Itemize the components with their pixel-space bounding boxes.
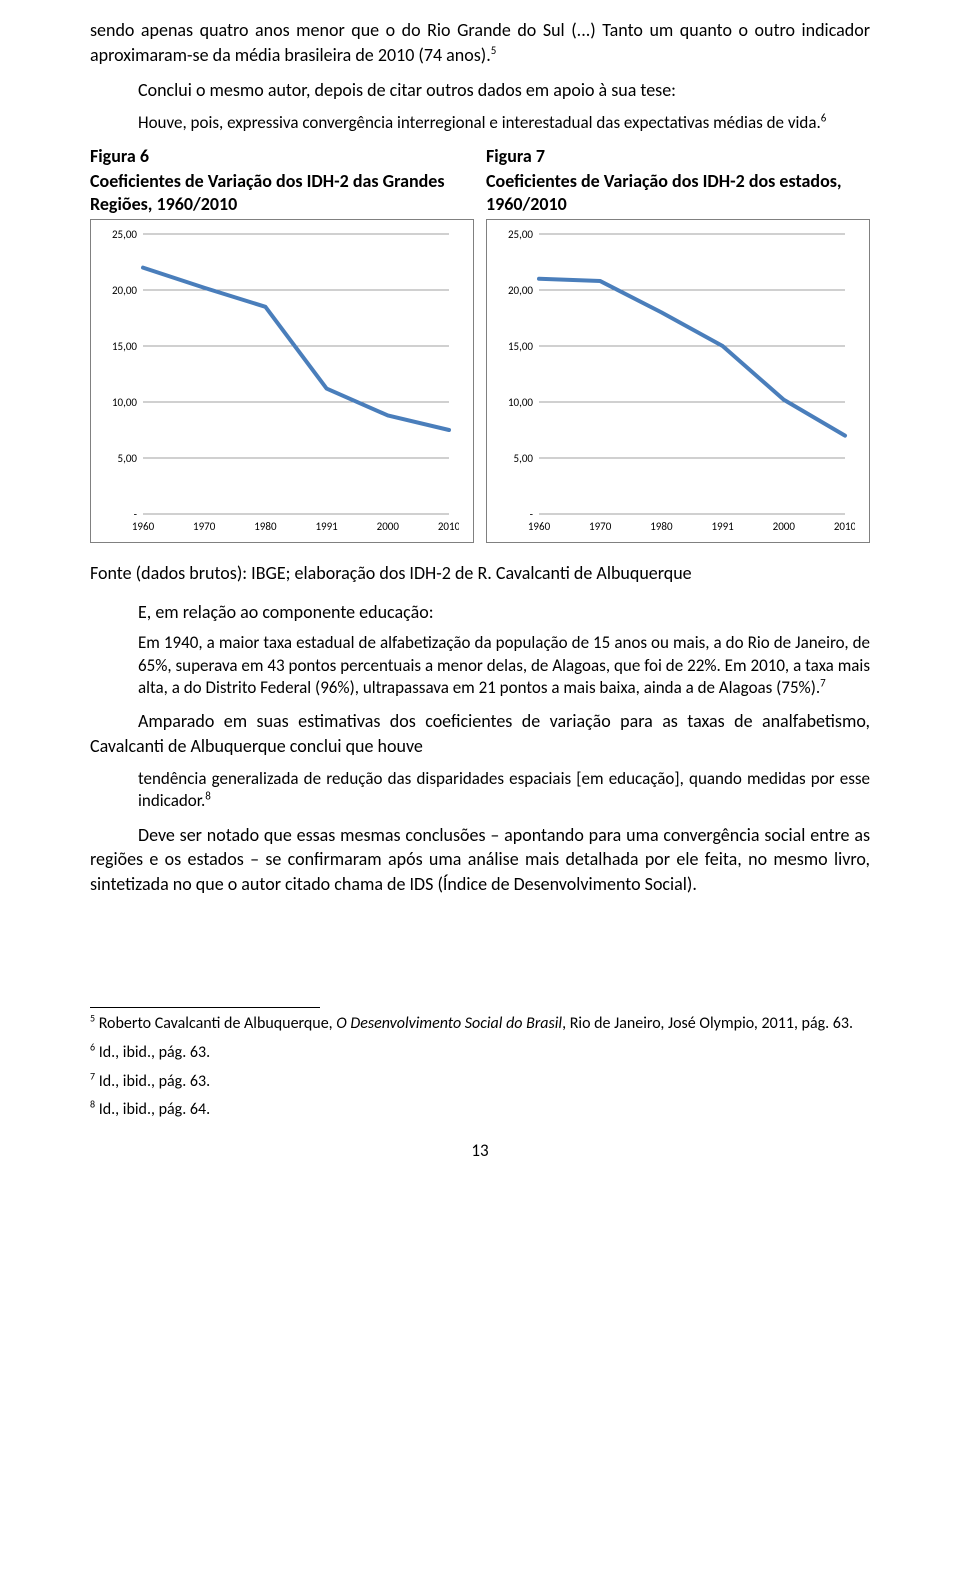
footnote-5-italic: O Desenvolvimento Social do Brasil [336, 1014, 562, 1033]
footnote-6-text: Id., ibid., pág. 63. [95, 1043, 210, 1062]
svg-text:1991: 1991 [315, 520, 338, 533]
svg-text:1960: 1960 [528, 520, 551, 533]
footnote-6: 6 Id., ibid., pág. 63. [90, 1043, 870, 1064]
svg-text:10,00: 10,00 [112, 396, 137, 409]
footnote-5: 5 Roberto Cavalcanti de Albuquerque, O D… [90, 1014, 870, 1035]
svg-text:5,00: 5,00 [514, 452, 534, 465]
svg-text:15,00: 15,00 [112, 340, 137, 353]
blockquote-1: Houve, pois, expressiva convergência int… [138, 112, 870, 134]
figure-6-chart: 25,0020,0015,0010,005,00-196019701980199… [90, 219, 474, 543]
svg-text:2010: 2010 [438, 520, 459, 533]
figure-7-label: Figura 7 [486, 145, 870, 168]
svg-text:2010: 2010 [834, 520, 855, 533]
figure-7: Figura 7 Coeficientes de Variação dos ID… [480, 145, 870, 543]
blockquote-3: tendência generalizada de redução das di… [138, 768, 870, 812]
svg-text:1980: 1980 [254, 520, 277, 533]
svg-text:10,00: 10,00 [508, 396, 533, 409]
footnote-7: 7 Id., ibid., pág. 63. [90, 1072, 870, 1093]
page-number: 13 [90, 1139, 870, 1162]
footnote-ref-5: 5 [491, 44, 497, 57]
footnote-7-text: Id., ibid., pág. 63. [95, 1072, 210, 1091]
svg-text:1980: 1980 [650, 520, 673, 533]
paragraph-2: Conclui o mesmo autor, depois de citar o… [90, 78, 870, 103]
footnote-ref-7: 7 [820, 676, 826, 689]
blockquote-1-text: Houve, pois, expressiva convergência int… [138, 112, 821, 133]
chart-6-svg: 25,0020,0015,0010,005,00-196019701980199… [99, 228, 459, 538]
blockquote-3-text: tendência generalizada de redução das di… [138, 768, 870, 811]
figure-7-title: Coeficientes de Variação dos IDH-2 dos e… [486, 170, 870, 217]
subsection-heading: E, em relação ao componente educação: [138, 600, 870, 625]
svg-text:25,00: 25,00 [112, 228, 137, 241]
footnote-8: 8 Id., ibid., pág. 64. [90, 1100, 870, 1121]
footnote-5-a: Roberto Cavalcanti de Albuquerque, [95, 1014, 336, 1033]
blockquote-2-text: Em 1940, a maior taxa estadual de alfabe… [138, 632, 870, 697]
paragraph-1-text: sendo apenas quatro anos menor que o do … [90, 19, 870, 66]
footnote-5-b: , Rio de Janeiro, José Olympio, 2011, pá… [562, 1014, 853, 1033]
svg-text:15,00: 15,00 [508, 340, 533, 353]
svg-text:20,00: 20,00 [112, 284, 137, 297]
figures-row: Figura 6 Coeficientes de Variação dos ID… [90, 145, 870, 543]
footnote-ref-8: 8 [205, 790, 211, 803]
svg-text:2000: 2000 [377, 520, 400, 533]
blockquote-2: Em 1940, a maior taxa estadual de alfabe… [138, 632, 870, 698]
svg-text:2000: 2000 [773, 520, 796, 533]
paragraph-3: Amparado em suas estimativas dos coefici… [90, 709, 870, 759]
footnote-8-text: Id., ibid., pág. 64. [95, 1100, 210, 1119]
footnote-ref-6: 6 [821, 112, 827, 125]
svg-text:1991: 1991 [711, 520, 734, 533]
figure-7-chart: 25,0020,0015,0010,005,00-196019701980199… [486, 219, 870, 543]
figure-6-label: Figura 6 [90, 145, 474, 168]
svg-text:5,00: 5,00 [118, 452, 138, 465]
svg-text:1970: 1970 [193, 520, 216, 533]
figure-6: Figura 6 Coeficientes de Variação dos ID… [90, 145, 480, 543]
paragraph-4: Deve ser notado que essas mesmas conclus… [90, 823, 870, 897]
svg-text:1970: 1970 [589, 520, 612, 533]
paragraph-1: sendo apenas quatro anos menor que o do … [90, 18, 870, 68]
chart-7-svg: 25,0020,0015,0010,005,00-196019701980199… [495, 228, 855, 538]
svg-text:25,00: 25,00 [508, 228, 533, 241]
figure-source: Fonte (dados brutos): IBGE; elaboração d… [90, 561, 870, 586]
footnote-rule [90, 1007, 320, 1008]
figure-6-title: Coeficientes de Variação dos IDH-2 das G… [90, 170, 474, 217]
svg-text:20,00: 20,00 [508, 284, 533, 297]
svg-text:1960: 1960 [132, 520, 155, 533]
